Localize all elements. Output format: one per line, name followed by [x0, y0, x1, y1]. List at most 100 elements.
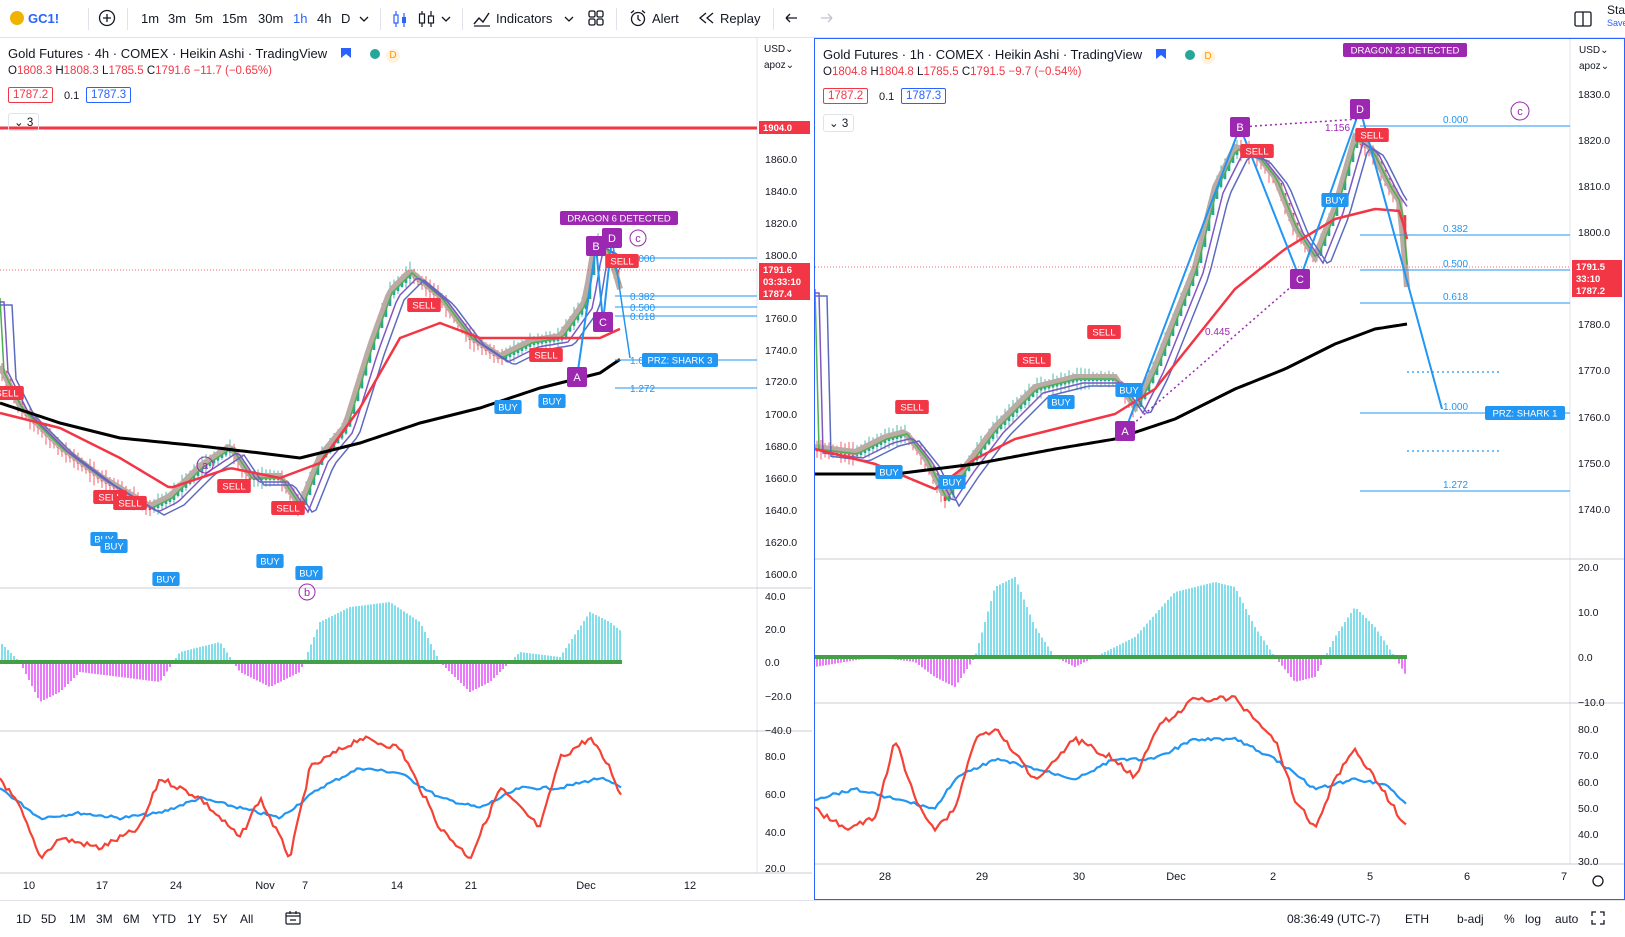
rsi-tick: 60.0 — [1578, 777, 1599, 789]
fib-level-label: 0.500 — [1443, 259, 1468, 270]
harmonic-ratio-line — [1239, 118, 1361, 128]
sell-signal-label: SELL — [276, 504, 299, 515]
range-6m[interactable]: 6M — [123, 912, 140, 926]
auto-scale-button[interactable]: auto — [1555, 912, 1579, 926]
price-tick: 1660.0 — [765, 473, 797, 485]
sell-signal-label: SELL — [610, 257, 633, 268]
osc-tick: 40.0 — [765, 591, 786, 603]
sell-signal-label: SELL — [1245, 147, 1268, 158]
left-sell-price-button[interactable]: 1787.2 — [8, 87, 54, 103]
right-chart-legend: Gold Futures · 1h · COMEX · Heikin Ashi … — [823, 47, 1215, 64]
redo-button[interactable] — [816, 8, 836, 34]
price-tick: 1600.0 — [765, 569, 797, 581]
timeframe-d[interactable]: D — [341, 11, 351, 26]
save-button[interactable]: Sta Save — [1607, 4, 1625, 30]
indicators-dropdown[interactable] — [563, 9, 575, 35]
timeframe-15m[interactable]: 15m — [222, 11, 248, 26]
range-1m[interactable]: 1M — [69, 912, 86, 926]
rsi-red-line — [815, 694, 1407, 833]
sell-signal-label-bg — [1355, 128, 1389, 142]
undo-button[interactable] — [782, 8, 802, 34]
range-1d[interactable]: 1D — [16, 912, 32, 926]
symbol-search-button[interactable]: GC1! — [10, 9, 59, 29]
bar-style-button[interactable] — [416, 8, 438, 36]
price-tick: 1830.0 — [1578, 89, 1610, 101]
prz-label: PRZ: SHARK 1 — [1493, 409, 1558, 420]
ema-red-line — [0, 321, 621, 489]
right-buy-price-button[interactable]: 1787.3 — [901, 88, 947, 104]
timeframe-3m[interactable]: 3m — [168, 11, 187, 26]
wave-label-circle — [298, 583, 316, 601]
price-tag: 1904.0 — [763, 123, 792, 134]
price-tag: 33:10 — [1576, 274, 1600, 285]
alarm-clock-icon — [630, 10, 646, 27]
replay-button[interactable]: Replay — [697, 8, 760, 29]
timeframe-1h[interactable]: 1h — [293, 11, 308, 26]
time-tick: 21 — [465, 880, 477, 892]
session-button[interactable]: ETH — [1405, 912, 1429, 926]
time-tick: Nov — [255, 880, 275, 892]
sell-signal-label: SELL — [534, 351, 557, 362]
sell-signal-label: SELL — [900, 403, 923, 414]
right-scale-mode-button[interactable]: apoz⌄ — [1579, 61, 1610, 72]
range-3m[interactable]: 3M — [96, 912, 113, 926]
time-tick: Dec — [576, 880, 596, 892]
right-chart-canvas[interactable]: 1830.0 1820.0 1810.0 1800.0 1780.0 1770.0 1760… — [815, 39, 1624, 899]
left-scale-mode-button[interactable]: apoz⌄ — [764, 60, 795, 71]
split-layout-icon — [1574, 11, 1592, 27]
price-tag-bg — [759, 275, 810, 288]
range-5d[interactable]: 5D — [41, 912, 57, 926]
timeframe-4h[interactable]: 4h — [317, 11, 332, 26]
compare-add-button[interactable] — [97, 8, 117, 34]
layout-button[interactable] — [1572, 8, 1594, 36]
left-buy-price-button[interactable]: 1787.3 — [86, 87, 132, 103]
harmonic-point-c: C — [1296, 274, 1304, 286]
clock-time[interactable]: 08:36:49 (UTC-7) — [1287, 912, 1381, 926]
heikin-ashi-icon — [418, 11, 435, 27]
timeframe-dropdown[interactable] — [358, 9, 370, 35]
timeframe-5m[interactable]: 5m — [195, 11, 214, 26]
right-currency-button[interactable]: USD⌄ — [1579, 45, 1609, 56]
alert-button[interactable]: Alert — [628, 8, 679, 29]
fullscreen-button[interactable] — [1590, 910, 1606, 930]
market-open-icon — [370, 49, 381, 59]
ema-red-line — [815, 207, 1409, 491]
left-indicators-toggle[interactable]: ⌄ 3 — [8, 113, 40, 131]
left-chart-canvas[interactable]: 1880.01860.01840.01820.01800.01760.01740… — [0, 38, 812, 900]
buy-signal-label-bg — [1047, 395, 1075, 409]
time-tick: 2 — [1270, 871, 1276, 883]
timeframe-1m[interactable]: 1m — [141, 11, 160, 26]
adjustment-button[interactable]: b-adj — [1457, 912, 1484, 926]
timeframe-30m[interactable]: 30m — [258, 11, 284, 26]
buy-signal-label-bg — [152, 572, 180, 586]
percent-scale-button[interactable]: % — [1504, 912, 1515, 926]
right-sell-price-button[interactable]: 1787.2 — [823, 88, 869, 104]
left-chart-pane[interactable]: 1880.01860.01840.01820.01800.01760.01740… — [0, 38, 812, 900]
log-scale-button[interactable]: log — [1525, 912, 1542, 926]
bar-style-dropdown[interactable] — [440, 9, 452, 35]
range-5y[interactable]: 5Y — [213, 912, 228, 926]
harmonic-pattern-line — [576, 237, 613, 378]
price-tag-bg — [759, 263, 810, 276]
range-ytd[interactable]: YTD — [152, 912, 176, 926]
harmonic-ratio-label: 1.156 — [1325, 123, 1350, 134]
tradingview-flag-icon — [1155, 49, 1166, 59]
indicators-button[interactable]: Indicators — [472, 8, 552, 29]
left-currency-button[interactable]: USD⌄ — [764, 44, 794, 55]
range-1y[interactable]: 1Y — [187, 912, 202, 926]
harmonic-point-b: B — [592, 241, 599, 253]
osc-tick: −10.0 — [1578, 697, 1605, 709]
fib-level-label: 0.000 — [630, 254, 655, 265]
bar-type-button[interactable] — [390, 8, 410, 36]
right-chart-title: Gold Futures · 1h · COMEX · Heikin Ashi … — [823, 47, 1143, 62]
templates-button[interactable] — [586, 8, 606, 34]
price-tag-bg — [1572, 272, 1622, 285]
right-indicators-toggle[interactable]: ⌄ 3 — [823, 114, 855, 132]
wave-label: c — [1517, 106, 1523, 118]
divider — [88, 8, 89, 30]
range-all[interactable]: All — [240, 912, 254, 926]
right-chart-pane[interactable]: 1830.0 1820.0 1810.0 1800.0 1780.0 1770.0 1760… — [814, 38, 1625, 900]
goto-date-button[interactable] — [284, 909, 302, 931]
price-tick: 1820.0 — [1578, 135, 1610, 147]
sell-signal-label-bg — [895, 400, 929, 414]
